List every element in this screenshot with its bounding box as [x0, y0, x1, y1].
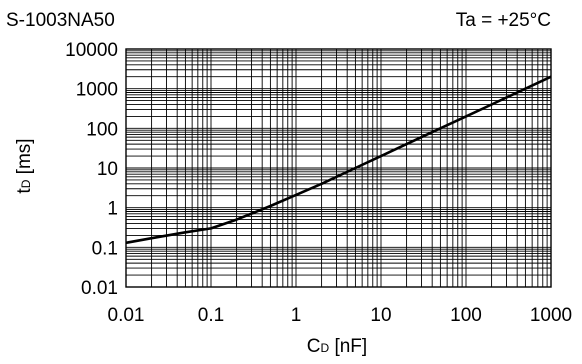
x-axis-label: CD [nF]	[307, 336, 367, 357]
y-tick-label: 1	[107, 199, 118, 220]
series-layer	[125, 75, 552, 245]
y-axis-label-subscript: D	[19, 179, 33, 188]
x-axis-label-unit: [nF]	[329, 336, 367, 357]
y-tick-label: 10	[97, 159, 118, 180]
x-axis-label-subscript: D	[321, 341, 330, 355]
tick-label-layer: 0.01 0.1 1 10 100 1000 10000 1000 100 10 1 0.1 0.01	[65, 40, 572, 326]
y-axis-label: tD [ms]	[14, 138, 35, 193]
x-tick-label: 100	[450, 305, 482, 326]
y-tick-label: 10000	[65, 40, 118, 61]
x-tick-label: 0.1	[198, 305, 224, 326]
plot-frame	[125, 48, 552, 288]
y-axis-label-unit: [ms]	[14, 138, 35, 179]
x-tick-label: 1000	[530, 305, 572, 326]
x-tick-label: 0.01	[108, 305, 145, 326]
y-tick-label: 0.1	[92, 238, 118, 259]
x-tick-label: 1	[291, 305, 302, 326]
y-tick-label: 1000	[76, 80, 118, 101]
y-tick-label: 100	[86, 119, 118, 140]
series-line	[125, 75, 552, 245]
chart-title: S-1003NA50	[6, 10, 115, 31]
condition-label: Ta = +25°C	[456, 10, 551, 31]
x-axis-label-main: C	[307, 336, 321, 357]
y-axis-label-main: t	[14, 188, 35, 194]
y-tick-label: 0.01	[81, 278, 118, 299]
x-tick-label: 10	[370, 305, 391, 326]
grid-layer	[126, 49, 551, 287]
